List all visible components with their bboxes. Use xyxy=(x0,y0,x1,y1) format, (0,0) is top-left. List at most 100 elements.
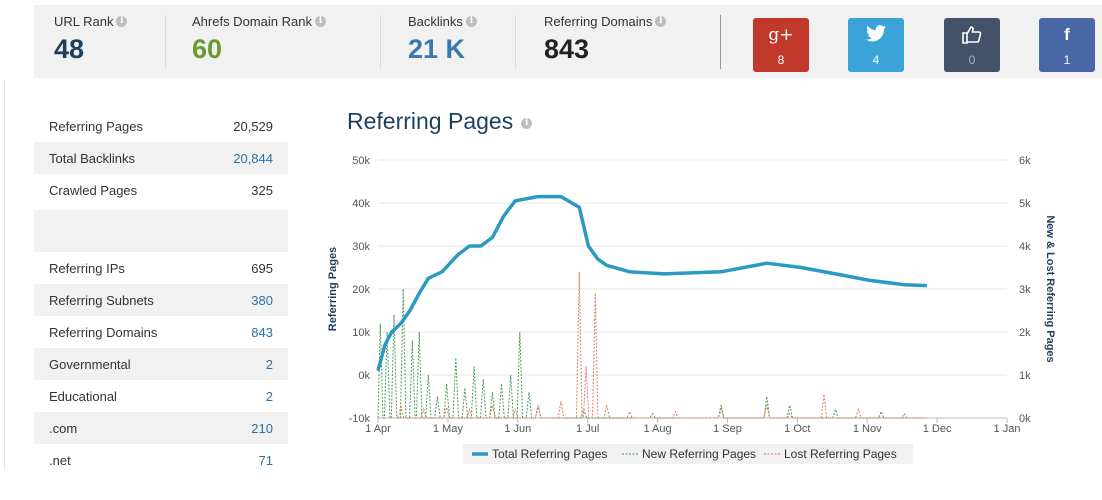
metrics-table: Referring Pages 20,529 Total Backlinks 20,… xyxy=(34,110,288,476)
y-left-tick-label: -10k xyxy=(349,413,371,425)
google-plus-icon: g+ xyxy=(768,25,794,45)
x-tick-label: 1 Apr xyxy=(365,423,391,435)
metric-label: Crawled Pages xyxy=(49,182,138,198)
metric-value: 695 xyxy=(251,260,273,276)
y-left-axis-title: Referring Pages xyxy=(327,247,339,331)
metric-row: Crawled Pages 325 xyxy=(34,174,288,206)
share-count: 0 xyxy=(968,53,976,67)
y-right-tick-label: 1k xyxy=(1019,370,1031,382)
metric-value-link[interactable]: 843 xyxy=(251,324,273,340)
y-left-tick-label: 30k xyxy=(352,241,370,253)
info-icon[interactable]: i xyxy=(116,16,128,27)
metric-value: 325 xyxy=(251,182,273,198)
y-right-tick-label: 3k xyxy=(1019,284,1031,296)
metric-value-link[interactable]: 210 xyxy=(251,420,273,436)
divider xyxy=(380,15,381,69)
metric-value-link[interactable]: 2 xyxy=(265,356,273,372)
share-count: 1 xyxy=(1063,53,1071,67)
like-button[interactable]: 0 xyxy=(944,18,1000,72)
metric-row: Educational 2 xyxy=(34,380,288,412)
y-left-tick-label: 10k xyxy=(352,327,370,339)
y-right-tick-label: 2k xyxy=(1019,327,1031,339)
new-referring-pages-line xyxy=(377,288,927,419)
y-left-tick-label: 0k xyxy=(358,370,370,382)
legend-item-label: Lost Referring Pages xyxy=(784,447,897,461)
metric-row: Referring Domains 843 xyxy=(34,316,288,348)
google-plus-button[interactable]: g+ 8 xyxy=(753,18,809,72)
chart-title-text: Referring Pages xyxy=(347,108,514,134)
stat-label: Backlinks xyxy=(408,14,463,29)
metric-label: Referring Pages xyxy=(49,118,143,134)
y-right-tick-label: 6k xyxy=(1019,155,1031,167)
share-count: 4 xyxy=(872,53,880,67)
x-tick-label: 1 Jul xyxy=(576,423,599,435)
share-count: 8 xyxy=(777,53,785,67)
x-tick-label: 1 Jun xyxy=(504,423,531,435)
legend-item-label: Total Referring Pages xyxy=(492,447,607,461)
y-left-tick-label: 20k xyxy=(352,284,370,296)
metric-value-link[interactable]: 2 xyxy=(265,388,273,404)
metric-value: 20,529 xyxy=(233,118,273,134)
metric-row: .net 71 xyxy=(34,444,288,476)
legend-box xyxy=(463,444,913,464)
metric-label: .net xyxy=(49,452,71,468)
referring-pages-chart: -10k 0k 10k 20k 30k 40k 50k 0k 1k 2k 3k 4k 5k 6k 1 Apr… xyxy=(327,155,1056,464)
x-tick-label: 1 Oct xyxy=(784,423,810,435)
metric-label: Educational xyxy=(49,388,117,404)
x-tick-label: 1 Jan xyxy=(994,423,1021,435)
lost-referring-pages-line xyxy=(397,271,927,419)
metric-value-link[interactable]: 20,844 xyxy=(233,150,273,166)
metric-label: Total Backlinks xyxy=(49,150,135,166)
metric-row: Referring IPs 695 xyxy=(34,252,288,284)
metric-row: Governmental 2 xyxy=(34,348,288,380)
info-icon[interactable]: i xyxy=(655,16,667,27)
metric-row: Referring Subnets 380 xyxy=(34,284,288,316)
stat-value: 48 xyxy=(54,34,85,64)
stat-label: URL Rank xyxy=(54,14,114,29)
metric-value-link[interactable]: 71 xyxy=(258,452,273,468)
metric-value-link[interactable]: 380 xyxy=(251,292,273,308)
stat-referring-domains: Referring Domains i 843 xyxy=(544,14,667,64)
metric-row: Total Backlinks 20,844 xyxy=(34,142,288,174)
x-tick-label: 1 Nov xyxy=(853,423,882,435)
facebook-icon: f xyxy=(1064,25,1070,44)
chart-title: Referring Pages i xyxy=(347,108,533,135)
divider xyxy=(165,15,166,69)
stat-label: Ahrefs Domain Rank xyxy=(192,14,312,29)
x-tick-label: 1 Dec xyxy=(923,423,952,435)
y-right-tick-label: 4k xyxy=(1019,241,1031,253)
stat-value: 843 xyxy=(544,34,590,64)
twitter-icon xyxy=(848,25,904,47)
x-tick-label: 1 Aug xyxy=(643,423,671,435)
metric-row: Referring Pages 20,529 xyxy=(34,110,288,142)
total-referring-pages-line xyxy=(376,194,927,372)
metric-label: Referring Domains xyxy=(49,324,158,340)
y-left-tick-label: 50k xyxy=(352,155,370,167)
metric-label: .com xyxy=(49,420,78,436)
x-tick-label: 1 Sep xyxy=(713,423,742,435)
info-icon[interactable]: i xyxy=(314,16,326,27)
facebook-button[interactable]: f 1 xyxy=(1039,18,1095,72)
divider xyxy=(720,15,721,69)
metric-label: Referring IPs xyxy=(49,260,125,276)
legend-item-label: New Referring Pages xyxy=(642,447,756,461)
x-tick-label: 1 May xyxy=(433,423,463,435)
y-left-tick-label: 40k xyxy=(352,198,370,210)
stat-backlinks: Backlinks i 21 K xyxy=(408,14,477,64)
divider xyxy=(515,15,516,69)
stat-value: 21 K xyxy=(408,34,466,64)
metric-label: Governmental xyxy=(49,356,131,372)
metric-label: Referring Subnets xyxy=(49,292,154,308)
spacer-row xyxy=(34,210,288,252)
metric-row: .com 210 xyxy=(34,412,288,444)
twitter-button[interactable]: 4 xyxy=(848,18,904,72)
stat-value: 60 xyxy=(192,34,223,64)
stat-url-rank: URL Rank i 48 xyxy=(54,14,128,64)
y-right-tick-label: 0k xyxy=(1019,413,1031,425)
page-edge-line xyxy=(4,80,5,470)
info-icon[interactable]: i xyxy=(521,118,533,129)
y-right-axis-title: New & Lost Referring Pages xyxy=(1044,215,1056,362)
stat-domain-rank: Ahrefs Domain Rank i 60 xyxy=(192,14,326,64)
info-icon[interactable]: i xyxy=(465,16,477,27)
stat-label: Referring Domains xyxy=(544,14,653,29)
